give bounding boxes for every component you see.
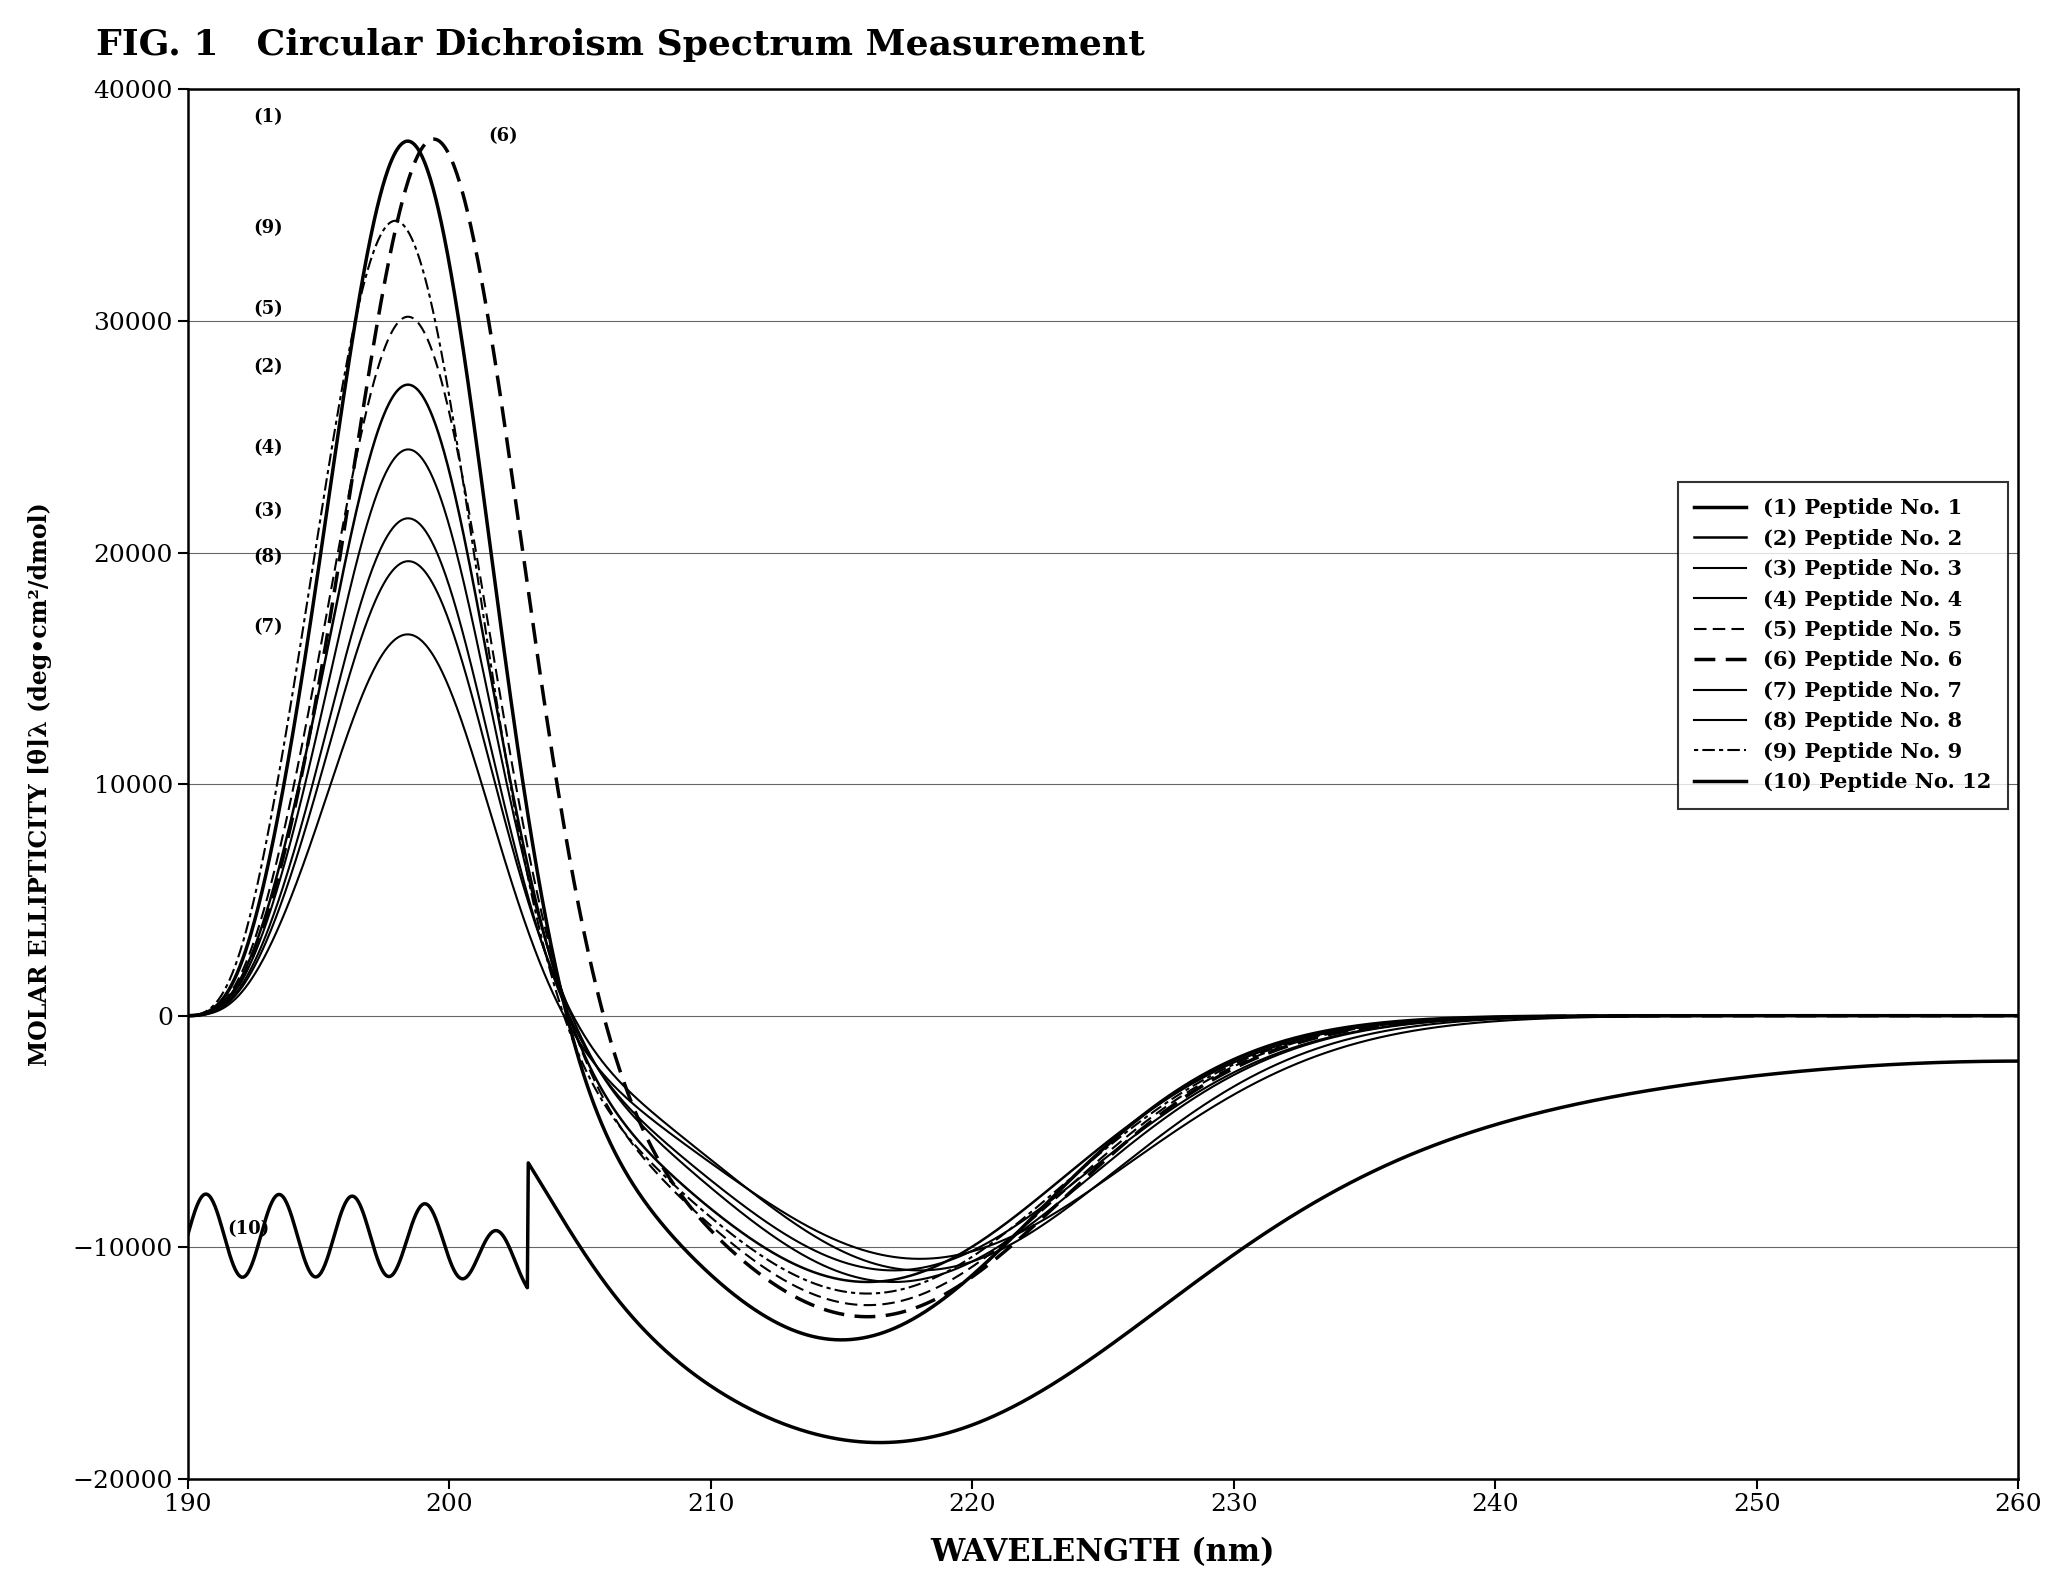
Text: (7): (7) <box>253 618 284 635</box>
Y-axis label: MOLAR ELLIPTICITY [θ]λ (deg•cm²/dmol): MOLAR ELLIPTICITY [θ]λ (deg•cm²/dmol) <box>27 503 52 1066</box>
Text: (5): (5) <box>253 300 284 319</box>
Text: FIG. 1   Circular Dichroism Spectrum Measurement: FIG. 1 Circular Dichroism Spectrum Measu… <box>95 27 1145 62</box>
Text: (2): (2) <box>253 359 284 377</box>
Text: (10): (10) <box>228 1219 269 1238</box>
Text: (6): (6) <box>489 126 518 145</box>
Text: (1): (1) <box>253 109 284 126</box>
X-axis label: WAVELENGTH (nm): WAVELENGTH (nm) <box>932 1537 1275 1569</box>
Text: (8): (8) <box>253 549 284 567</box>
Text: (3): (3) <box>253 501 284 520</box>
Text: (4): (4) <box>253 439 284 458</box>
Text: (9): (9) <box>253 219 284 238</box>
Legend: (1) Peptide No. 1, (2) Peptide No. 2, (3) Peptide No. 3, (4) Peptide No. 4, (5) : (1) Peptide No. 1, (2) Peptide No. 2, (3… <box>1677 482 2008 809</box>
